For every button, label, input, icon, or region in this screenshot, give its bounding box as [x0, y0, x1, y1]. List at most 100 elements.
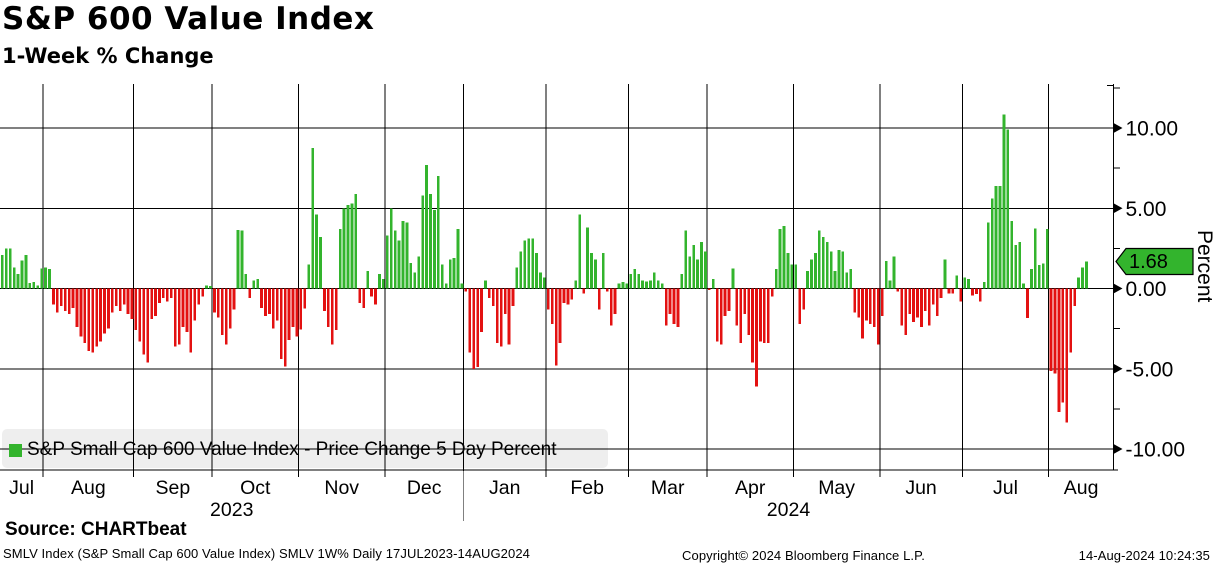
bar [574, 280, 578, 289]
bar [150, 288, 153, 319]
bar [4, 248, 8, 289]
bar [205, 285, 208, 289]
bar [853, 288, 857, 313]
bar [794, 264, 798, 289]
bar [299, 288, 303, 330]
bar [861, 288, 864, 339]
bar [409, 262, 413, 289]
bar [790, 264, 794, 289]
y-tick-label: -5.00 [1126, 358, 1174, 381]
bar [36, 285, 40, 289]
last-value-flag-label: 1.68 [1129, 251, 1168, 273]
bar [810, 259, 813, 289]
bar [220, 288, 224, 336]
bar [920, 288, 923, 328]
bar [362, 288, 366, 308]
y-axis-title: Percent [1193, 230, 1216, 303]
month-label: Oct [240, 477, 271, 499]
bar [248, 288, 252, 299]
bar [1010, 221, 1014, 289]
bar [558, 288, 562, 344]
bar [452, 258, 456, 289]
bar [829, 251, 833, 289]
bar [378, 274, 381, 289]
bar [146, 288, 150, 363]
bar [197, 288, 201, 305]
bar [385, 235, 389, 289]
bar [491, 288, 495, 307]
bar [189, 288, 193, 353]
bar [539, 272, 542, 289]
bar [421, 195, 424, 289]
bar [91, 288, 95, 353]
bar [774, 269, 778, 289]
bar [99, 288, 102, 342]
bar [67, 288, 71, 315]
bar [637, 274, 641, 289]
bar [825, 241, 829, 289]
bar [55, 288, 59, 313]
bar [1022, 283, 1025, 289]
bar [1053, 288, 1057, 374]
bar [1026, 288, 1029, 319]
bar [845, 272, 849, 289]
bar [350, 203, 354, 289]
bar [786, 253, 790, 289]
bar [169, 288, 173, 299]
bar [268, 288, 271, 315]
bar [95, 288, 98, 347]
bar [472, 288, 476, 369]
bar [896, 288, 900, 292]
bar [990, 198, 994, 289]
y-tick-arrow-icon [1113, 444, 1123, 454]
bar [711, 278, 715, 289]
bar [272, 288, 275, 329]
bar [1073, 288, 1076, 307]
month-label: Jul [9, 477, 34, 499]
bar [841, 251, 845, 289]
bar [1041, 263, 1045, 289]
bar [935, 288, 939, 316]
bar [747, 288, 750, 336]
bar [209, 286, 212, 289]
bar [444, 283, 448, 289]
bar [986, 222, 990, 289]
bar [692, 245, 695, 289]
bar [193, 288, 197, 321]
bar [346, 205, 350, 289]
bar [672, 288, 676, 324]
bar [566, 288, 570, 305]
month-label: Aug [71, 477, 106, 499]
bar [511, 288, 515, 307]
bar [951, 288, 955, 294]
bar [967, 278, 970, 289]
bar [613, 288, 617, 315]
bar [1069, 288, 1073, 353]
bar [727, 288, 731, 311]
bar [645, 281, 648, 289]
page-title: S&P 600 Value Index [2, 1, 375, 37]
bar [366, 270, 369, 289]
bar [755, 288, 758, 387]
bar [122, 288, 126, 305]
month-label: Nov [324, 477, 359, 499]
bar [240, 230, 244, 289]
bar [955, 275, 959, 289]
bar [48, 269, 51, 289]
bar [429, 193, 432, 289]
bar [44, 267, 47, 289]
month-label: Jan [489, 477, 520, 499]
bar [562, 288, 566, 303]
bar [535, 253, 538, 289]
bar [688, 256, 692, 289]
bar [114, 288, 118, 307]
bar [927, 288, 931, 326]
bar [16, 274, 20, 289]
bar [982, 282, 986, 289]
legend-swatch-icon [9, 443, 22, 457]
bar [224, 288, 228, 345]
bar [731, 268, 735, 289]
bar [975, 288, 978, 295]
bar [1057, 288, 1061, 413]
